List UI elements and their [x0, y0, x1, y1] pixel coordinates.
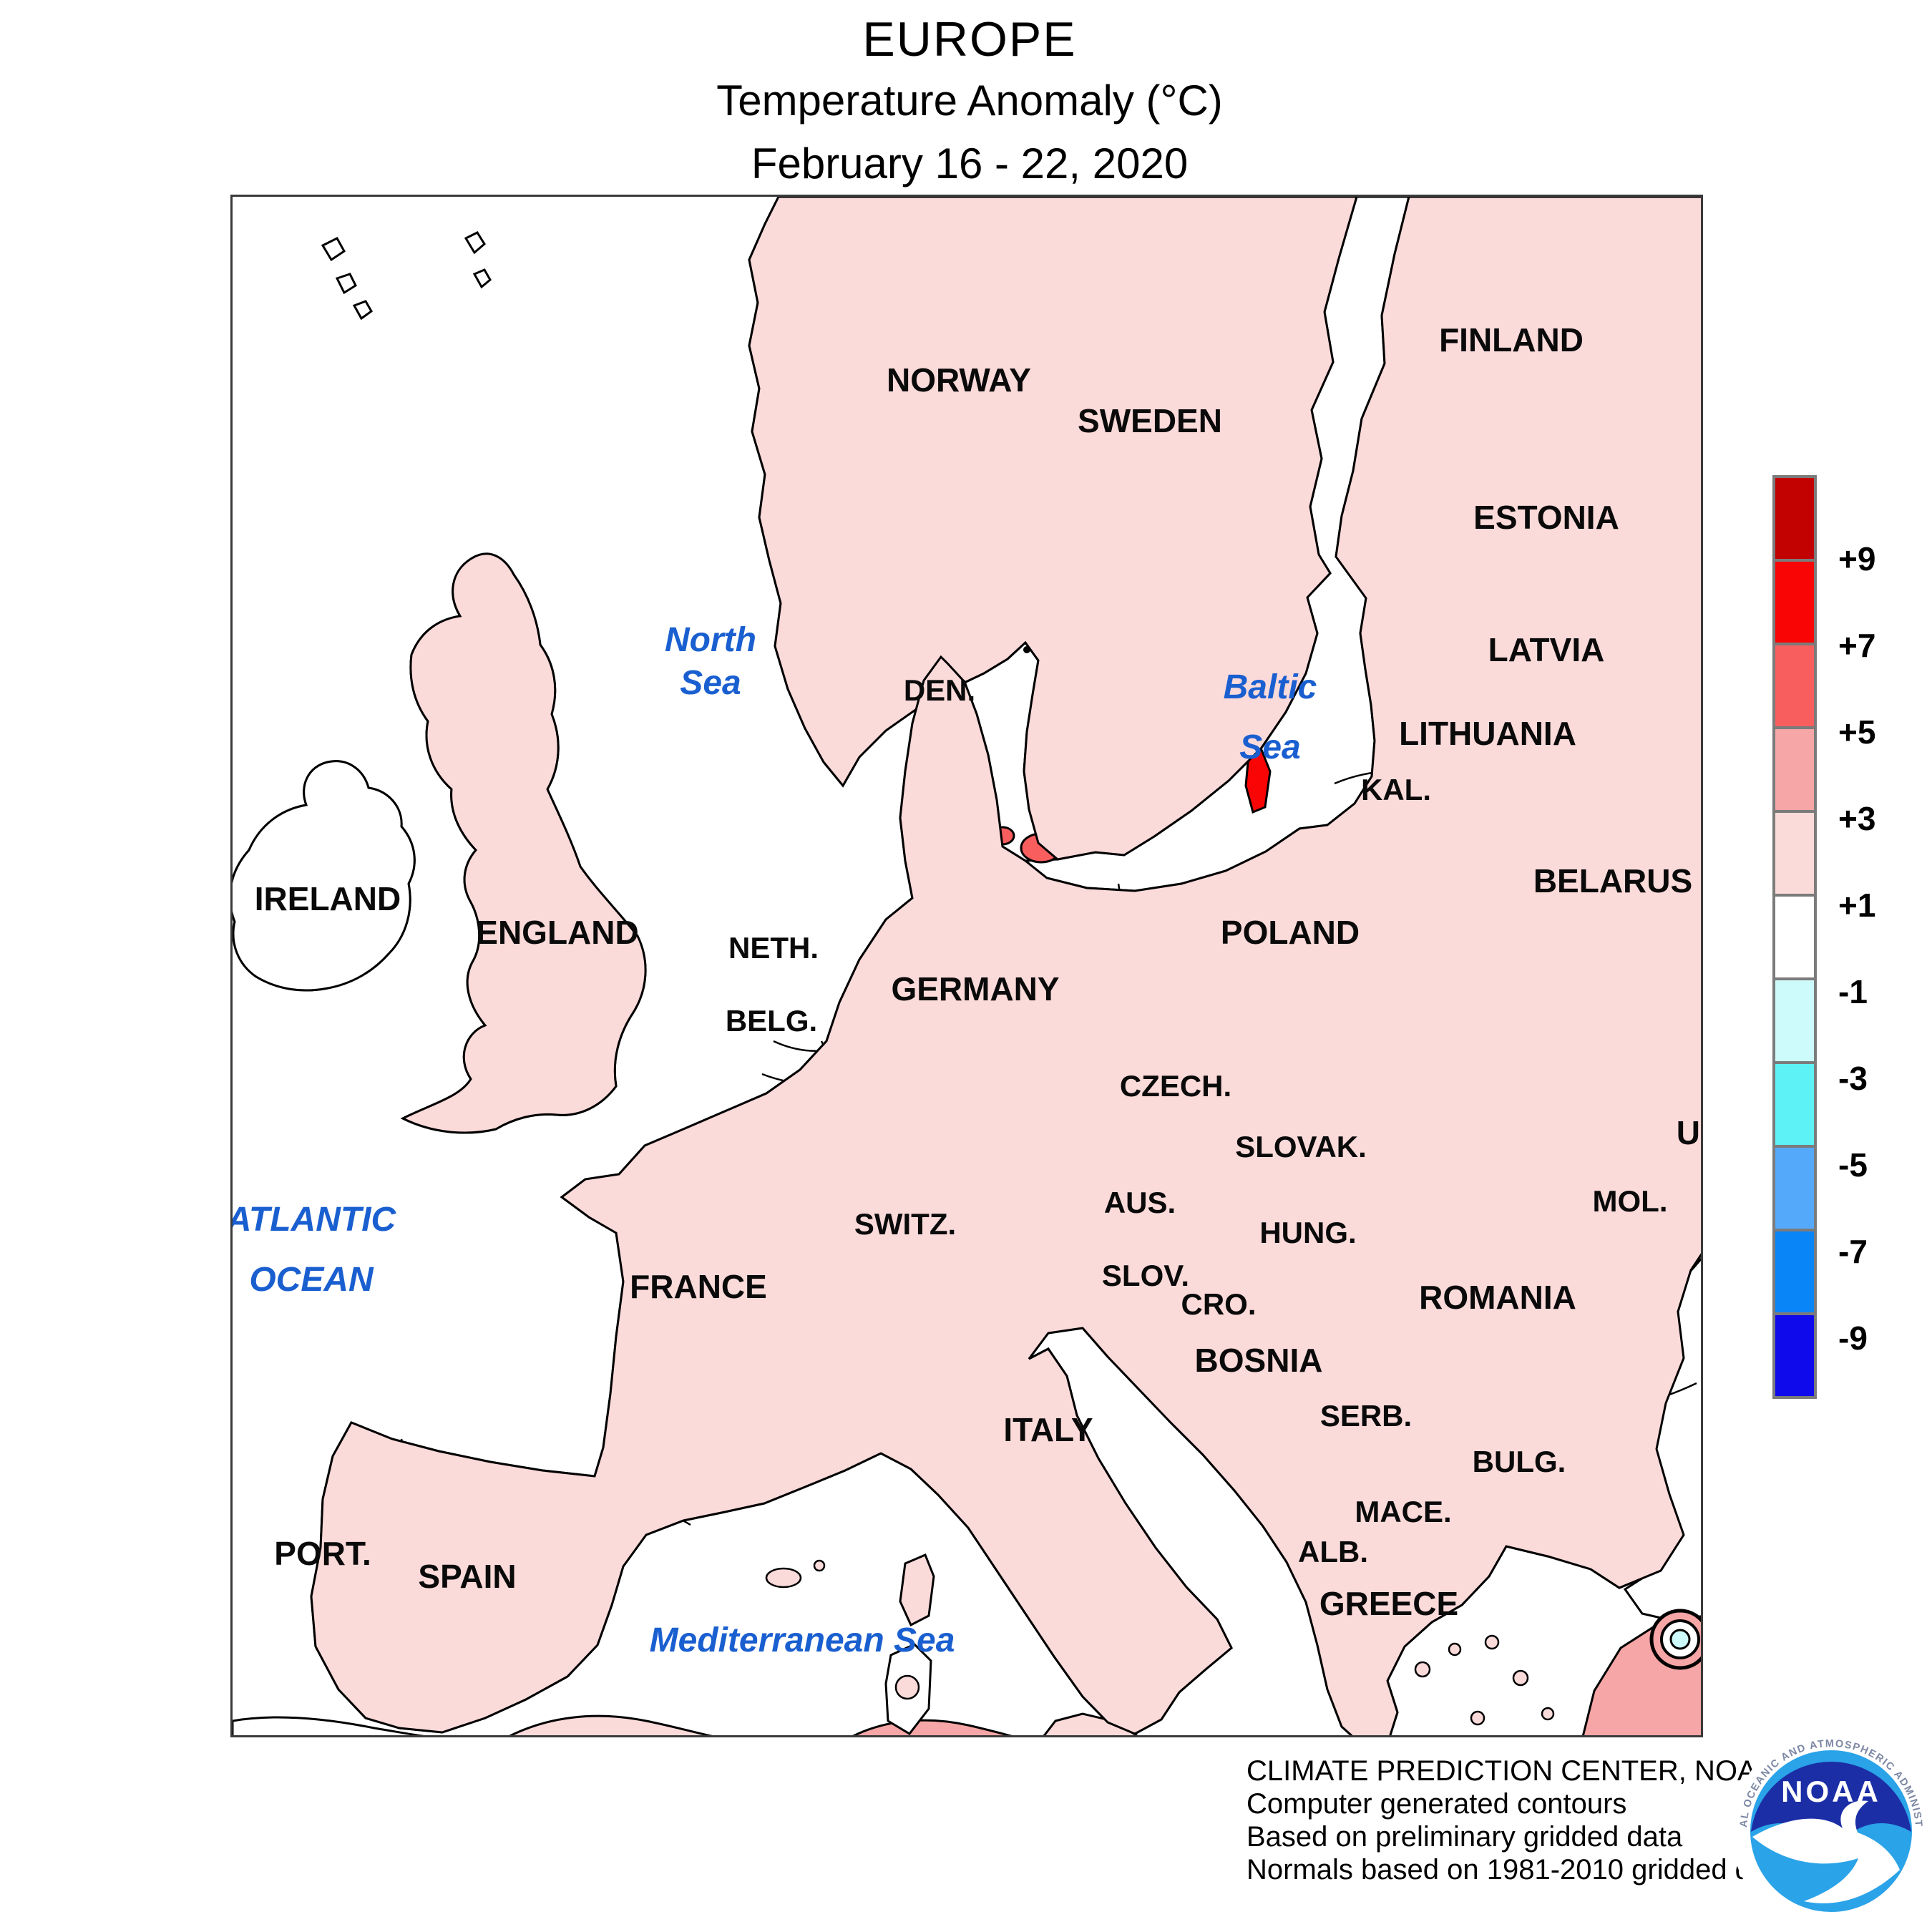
map-label-kaliningrad: KAL. [1361, 773, 1431, 806]
map-label-atlantic-ocean: ATLANTIC OCEAN [230, 1190, 396, 1310]
credits-block: CLIMATE PREDICTION CENTER, NOAA Computer… [1246, 1755, 1791, 1886]
legend-tick-minus7: -7 [1838, 1233, 1868, 1270]
legend-box-neutral [1772, 894, 1817, 980]
map-label-england: ENGLAND [476, 914, 639, 951]
map-label-greece: GREECE [1319, 1585, 1459, 1622]
legend-box-below-minus9 [1772, 1312, 1817, 1399]
map-label-austria: AUS. [1103, 1186, 1176, 1219]
map-label-mediterranean-sea: Mediterranean Sea [650, 1611, 955, 1671]
legend-tick-plus5: +5 [1838, 713, 1876, 751]
legend-tick-plus7: +7 [1838, 627, 1876, 664]
north-sea-line1: North [665, 621, 756, 659]
map-label-germany: GERMANY [891, 970, 1060, 1008]
map-label-bulgaria: BULG. [1472, 1445, 1566, 1478]
noaa-acronym-text: NOAA [1781, 1775, 1881, 1808]
legend-box-plus1-plus3 [1772, 810, 1817, 897]
map-date-range: February 16 - 22, 2020 [751, 140, 1189, 187]
map-label-serbia: SERB. [1319, 1399, 1413, 1433]
morocco-coast [233, 1716, 424, 1735]
map-label-latvia: LATVIA [1488, 631, 1605, 668]
noaa-logo-dark-fan [1751, 1762, 1911, 1840]
legend-box-plus7-plus9 [1772, 559, 1817, 645]
map-label-bosnia: BOSNIA [1194, 1342, 1323, 1379]
map-label-ukraine-clipped: UK [1676, 1114, 1701, 1151]
north-sea-line2: Sea [680, 664, 741, 702]
legend-box-plus5-plus7 [1772, 643, 1817, 729]
noaa-logo-svg: NATIONAL OCEANIC AND ATMOSPHERIC ADMINIS… [1726, 1722, 1931, 1931]
map-label-finland: FINLAND [1439, 321, 1584, 358]
credits-line-2: Computer generated contours [1246, 1788, 1627, 1820]
sardinia-pale-spot [894, 1674, 920, 1700]
map-label-croatia: CRO. [1181, 1287, 1257, 1321]
legend-box-minus1-minus3 [1772, 977, 1817, 1064]
majorca-island [765, 1567, 802, 1589]
map-label-estonia: ESTONIA [1473, 499, 1619, 536]
map-label-moldova: MOL. [1592, 1184, 1668, 1218]
aegean-cold-core [1669, 1629, 1691, 1650]
atlantic-line2: OCEAN [249, 1261, 374, 1299]
credits-line-3: Based on preliminary gridded data [1246, 1821, 1683, 1853]
map-label-spain: SPAIN [418, 1558, 517, 1595]
shetland-islands [464, 231, 492, 289]
map-label-lithuania: LITHUANIA [1399, 715, 1576, 752]
netherlands-white-spot [758, 892, 809, 927]
map-label-belarus: BELARUS [1533, 862, 1693, 899]
legend-tick-minus5: -5 [1838, 1146, 1868, 1184]
europe-anomaly-map [233, 197, 1701, 1735]
mediterranean-line1: Mediterranean Sea [649, 1621, 955, 1659]
noaa-logo: NATIONAL OCEANIC AND ATMOSPHERIC ADMINIS… [1726, 1722, 1932, 1932]
map-label-belgium: BELG. [725, 1004, 818, 1038]
legend-tick-minus1: -1 [1838, 973, 1868, 1010]
map-label-netherlands: NETH. [728, 931, 819, 965]
legend-tick-plus3: +3 [1838, 800, 1876, 837]
map-label-romania: ROMANIA [1419, 1279, 1576, 1316]
map-label-macedonia: MACE. [1355, 1495, 1452, 1528]
map-title: EUROPE [862, 12, 1077, 67]
algeria-coast [509, 1714, 713, 1735]
tunisia-coast [852, 1719, 1013, 1735]
map-label-ireland: IRELAND [254, 880, 401, 917]
map-label-france: FRANCE [630, 1268, 767, 1305]
gotland-island [1244, 748, 1272, 814]
legend-box-minus5-minus7 [1772, 1145, 1817, 1231]
map-label-hungary: HUNG. [1259, 1216, 1357, 1249]
legend-tick-plus1: +1 [1838, 887, 1876, 924]
aegean-islands [1414, 1634, 1555, 1726]
map-label-denmark: DEN. [903, 673, 976, 707]
legend-tick-minus3: -3 [1838, 1060, 1868, 1097]
legend-box-plus3-plus5 [1772, 726, 1817, 813]
map-label-poland: POLAND [1220, 914, 1360, 951]
legend-box-above-plus9 [1772, 475, 1817, 562]
map-label-baltic-sea: Baltic Sea [1224, 658, 1317, 778]
legend-tick-plus9: +9 [1838, 540, 1876, 577]
corsica-island [899, 1553, 935, 1627]
coastline-overstrokes [233, 197, 1701, 1735]
map-label-slovakia: SLOVAK. [1235, 1130, 1367, 1163]
atlantic-line1: ATLANTIC [230, 1201, 396, 1239]
map-label-albania: ALB. [1298, 1535, 1368, 1568]
baltic-sea-line1: Baltic [1223, 668, 1317, 706]
legend-box-minus7-minus9 [1772, 1229, 1817, 1315]
legend-box-minus3-minus5 [1772, 1061, 1817, 1148]
anomaly-legend: +9 +7 +5 +3 +1 -1 -3 -5 -7 -9 [1772, 475, 1875, 1399]
map-label-portugal: PORT. [274, 1535, 371, 1572]
map-label-north-sea: North Sea [665, 619, 756, 705]
map-label-norway: NORWAY [887, 361, 1031, 399]
map-label-czechia: CZECH. [1119, 1069, 1232, 1103]
credits-line-1: CLIMATE PREDICTION CENTER, NOAA [1246, 1755, 1776, 1787]
map-label-sweden: SWEDEN [1078, 402, 1222, 439]
legend-tick-minus9: -9 [1838, 1319, 1868, 1357]
map-label-switzerland: SWITZ. [854, 1207, 957, 1241]
minorca-island [813, 1559, 826, 1572]
credits-line-4: Normals based on 1981-2010 gridded data [1246, 1854, 1791, 1885]
baltic-sea-line2: Sea [1239, 728, 1301, 766]
faroe-islands [321, 237, 373, 321]
map-label-slovenia: SLOV. [1101, 1259, 1190, 1292]
map-subtitle: Temperature Anomaly (°C) [716, 77, 1223, 125]
noaa-seagull-icon [1752, 1800, 1900, 1903]
map-label-italy: ITALY [1003, 1411, 1093, 1448]
map-area: NORWAY SWEDEN FINLAND ESTONIA LATVIA LIT… [230, 195, 1703, 1737]
